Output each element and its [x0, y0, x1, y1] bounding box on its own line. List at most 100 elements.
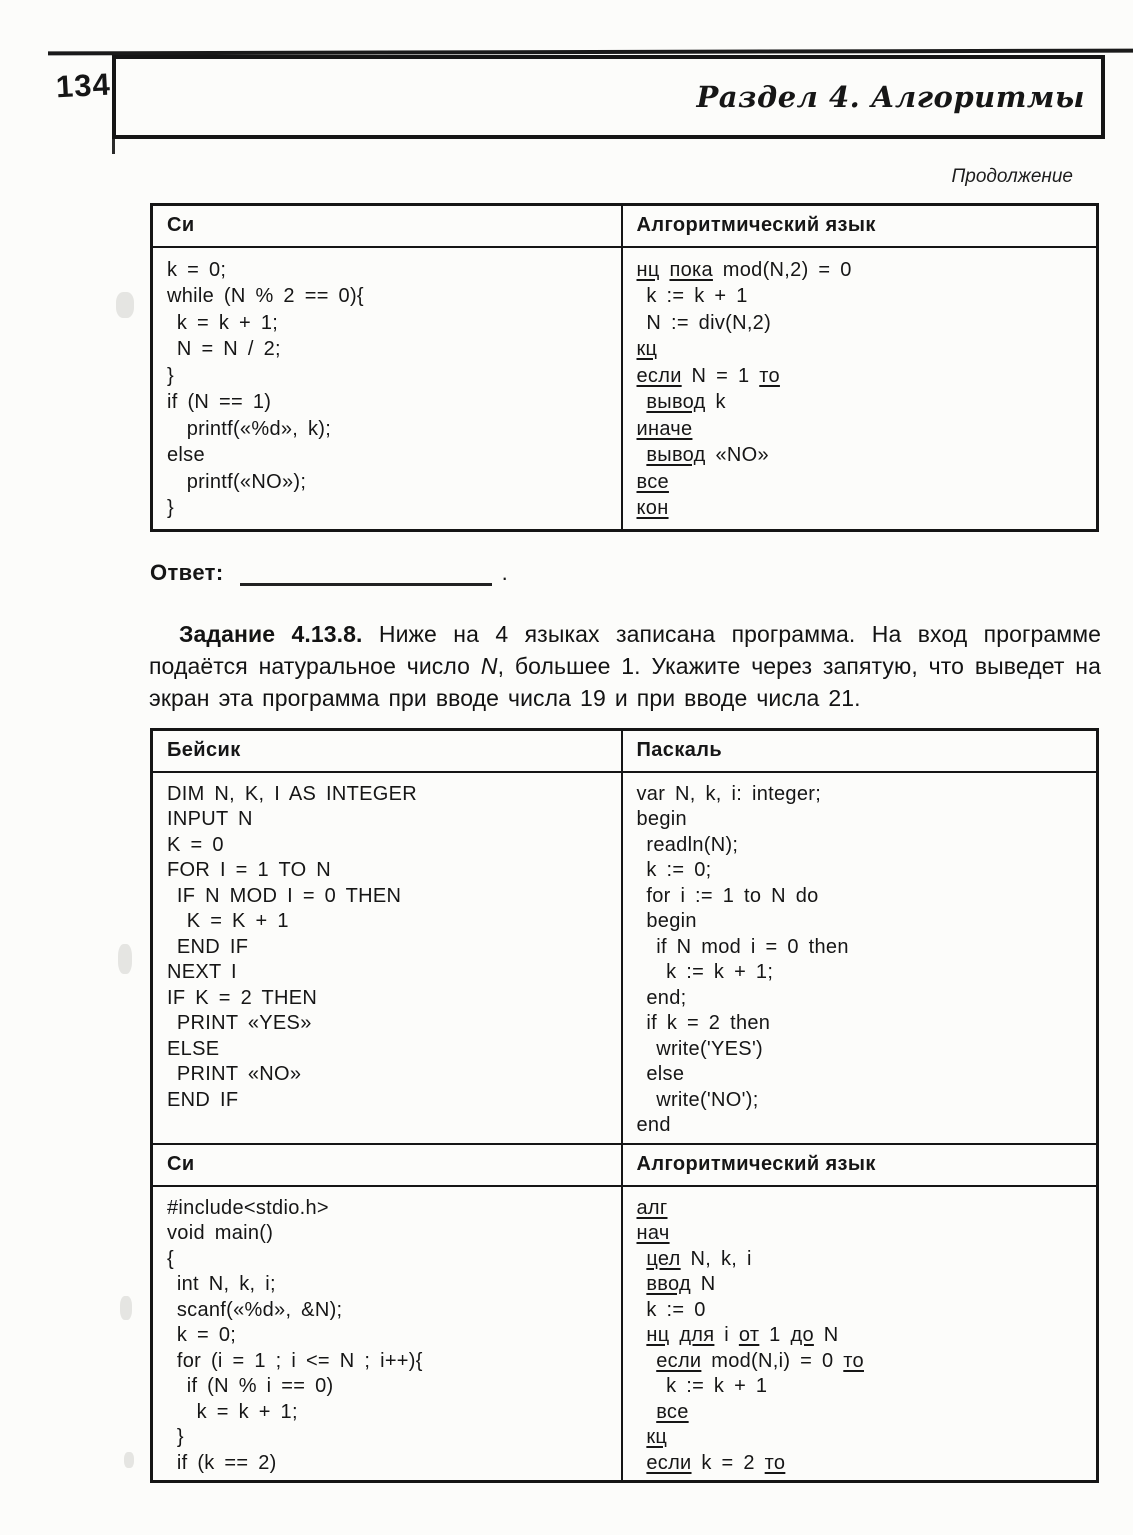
algo-keyword: пока — [669, 258, 713, 281]
code-line: IF K = 2 THEN — [167, 986, 318, 1009]
code-line: ELSE — [167, 1037, 220, 1060]
table1-algo-code-cell: нц пока mod(N,2) = 0 k := k + 1 N := div… — [620, 245, 1099, 532]
code-line: k = k + 1; — [167, 311, 279, 334]
code-line: { — [167, 1247, 174, 1270]
code-line: write('YES') — [636, 1037, 764, 1060]
code-line: k = 0; — [167, 258, 227, 281]
code-table-1: Си Алгоритмический язык k = 0; while (N %… — [150, 203, 1099, 532]
answer-label: Ответ: — [150, 560, 224, 585]
task-paragraph: Задание 4.13.8. Ниже на 4 языках записан… — [149, 618, 1101, 714]
code-line: else — [636, 1063, 685, 1085]
code-line: PRINT «NO» — [167, 1063, 302, 1085]
code-line: кон — [637, 495, 1089, 522]
algo-keyword: то — [759, 364, 780, 387]
code-line: ввод N — [646, 1273, 716, 1295]
algo-keyword: то — [764, 1451, 786, 1474]
algo-keyword: от — [738, 1324, 760, 1346]
code-line: else — [167, 444, 205, 466]
algo-keyword: нц — [646, 1324, 670, 1346]
table2-header-pascal: Паскаль — [620, 728, 1099, 773]
code-line: K = K + 1 — [167, 910, 289, 932]
code-line: END IF — [167, 1088, 239, 1111]
code-table-2: Бейсик Паскаль DIM N, K, I AS INTEGER INP… — [150, 728, 1099, 1483]
code-line: кц — [637, 336, 1089, 363]
code-line: NEXT I — [167, 961, 237, 983]
code-line: k := 0; — [636, 859, 712, 881]
code-line: readln(N); — [636, 833, 739, 856]
code-line: if N mod i = 0 then — [636, 935, 849, 958]
algo-keyword: вывод — [646, 391, 706, 413]
code-line: } — [167, 1426, 184, 1448]
task-number: Задание 4.13.8. — [179, 621, 363, 647]
table1-c-code-cell: k = 0; while (N % 2 == 0){ k = k + 1; N =… — [150, 245, 623, 532]
table2-c-code-cell: #include<stdio.h> void main() { int N, k, … — [150, 1184, 623, 1483]
table2-header-c: Си — [150, 1142, 623, 1187]
code-line: DIM N, K, I AS INTEGER — [167, 782, 417, 805]
table2-pascal-code-cell: var N, k, i: integer; begin readln(N); k … — [620, 770, 1099, 1145]
scan-artifact — [118, 944, 132, 974]
code-line: вывод k — [646, 391, 726, 413]
table2-header-algo: Алгоритмический язык — [620, 1142, 1099, 1187]
code-line: нц пока mod(N,2) = 0 — [636, 258, 852, 281]
table2-header-basic: Бейсик — [150, 728, 623, 773]
code-line: если N = 1 то — [636, 364, 780, 387]
answer-blank-line[interactable] — [239, 562, 492, 586]
task-text-before: Ниже на 4 языках записана программа. На … — [149, 621, 1102, 679]
code-line: если k = 2 то — [646, 1451, 786, 1474]
code-line: #include<stdio.h> — [167, 1196, 329, 1219]
algo-keyword: кц — [636, 338, 658, 360]
table2-basic-code-cell: DIM N, K, I AS INTEGER INPUT N K = 0 FOR I … — [150, 770, 623, 1145]
algo-keyword: вывод — [646, 444, 706, 466]
code-line: IF N MOD I = 0 THEN — [167, 884, 402, 907]
algo-keyword: алг — [636, 1196, 668, 1219]
algo-keyword: цел — [646, 1247, 681, 1270]
code-line: k := k + 1 — [636, 285, 748, 307]
code-line: if (N % i == 0) — [167, 1375, 334, 1397]
page-number: 134 — [55, 66, 112, 105]
algo-keyword: кц — [646, 1426, 668, 1448]
continuation-label: Продолжение — [951, 166, 1074, 187]
algo-keyword: все — [656, 1400, 689, 1423]
task-variable: N — [480, 653, 498, 679]
code-line: INPUT N — [167, 808, 253, 830]
code-line: k := k + 1 — [636, 1375, 768, 1397]
algo-keyword: если — [636, 364, 682, 387]
code-line: if k = 2 then — [636, 1012, 771, 1034]
chapter-header-box: Раздел 4. Алгоритмы — [112, 55, 1105, 139]
code-line: цел N, k, i — [646, 1247, 752, 1270]
code-line: while (N % 2 == 0){ — [167, 285, 364, 307]
code-line: FOR I = 1 TO N — [167, 859, 332, 881]
algo-keyword: если — [646, 1451, 692, 1474]
code-line: k = k + 1; — [167, 1400, 298, 1423]
code-line: } — [167, 364, 174, 387]
table1-header-algo: Алгоритмический язык — [620, 203, 1099, 248]
code-line: var N, k, i: integer; — [636, 782, 822, 805]
task-text-after: , большее 1. Укажите через запятую, что … — [149, 653, 1101, 711]
code-line: PRINT «YES» — [167, 1012, 312, 1034]
code-line: иначе — [637, 416, 1089, 443]
table2-algo-code-cell: алг нач цел N, k, i ввод N k := 0 нц для … — [620, 1184, 1099, 1483]
code-line: k = 0; — [167, 1324, 237, 1346]
code-line: begin — [636, 910, 697, 932]
code-line: printf(«%d», k); — [167, 417, 332, 440]
code-line: int N, k, i; — [167, 1273, 276, 1295]
algo-keyword: нач — [636, 1222, 670, 1244]
code-line: k := 0 — [636, 1298, 706, 1321]
code-line: end; — [636, 986, 687, 1009]
code-line: if (k == 2) — [167, 1451, 277, 1474]
chapter-title: Раздел 4. Алгоритмы — [696, 80, 1085, 114]
algo-keyword: все — [636, 470, 669, 493]
code-line: end — [636, 1114, 671, 1136]
algo-keyword: кон — [636, 497, 669, 519]
code-line: if (N == 1) — [167, 391, 272, 413]
scan-artifact — [124, 1452, 134, 1468]
code-line: begin — [636, 808, 687, 830]
code-line: void main() — [167, 1222, 274, 1244]
algo-keyword: если — [656, 1349, 702, 1372]
code-line: все — [637, 469, 1089, 496]
algo-keyword: ввод — [646, 1273, 691, 1295]
code-line: вывод «NO» — [646, 444, 769, 466]
scan-artifact — [120, 1296, 132, 1320]
code-line: } — [167, 497, 174, 519]
